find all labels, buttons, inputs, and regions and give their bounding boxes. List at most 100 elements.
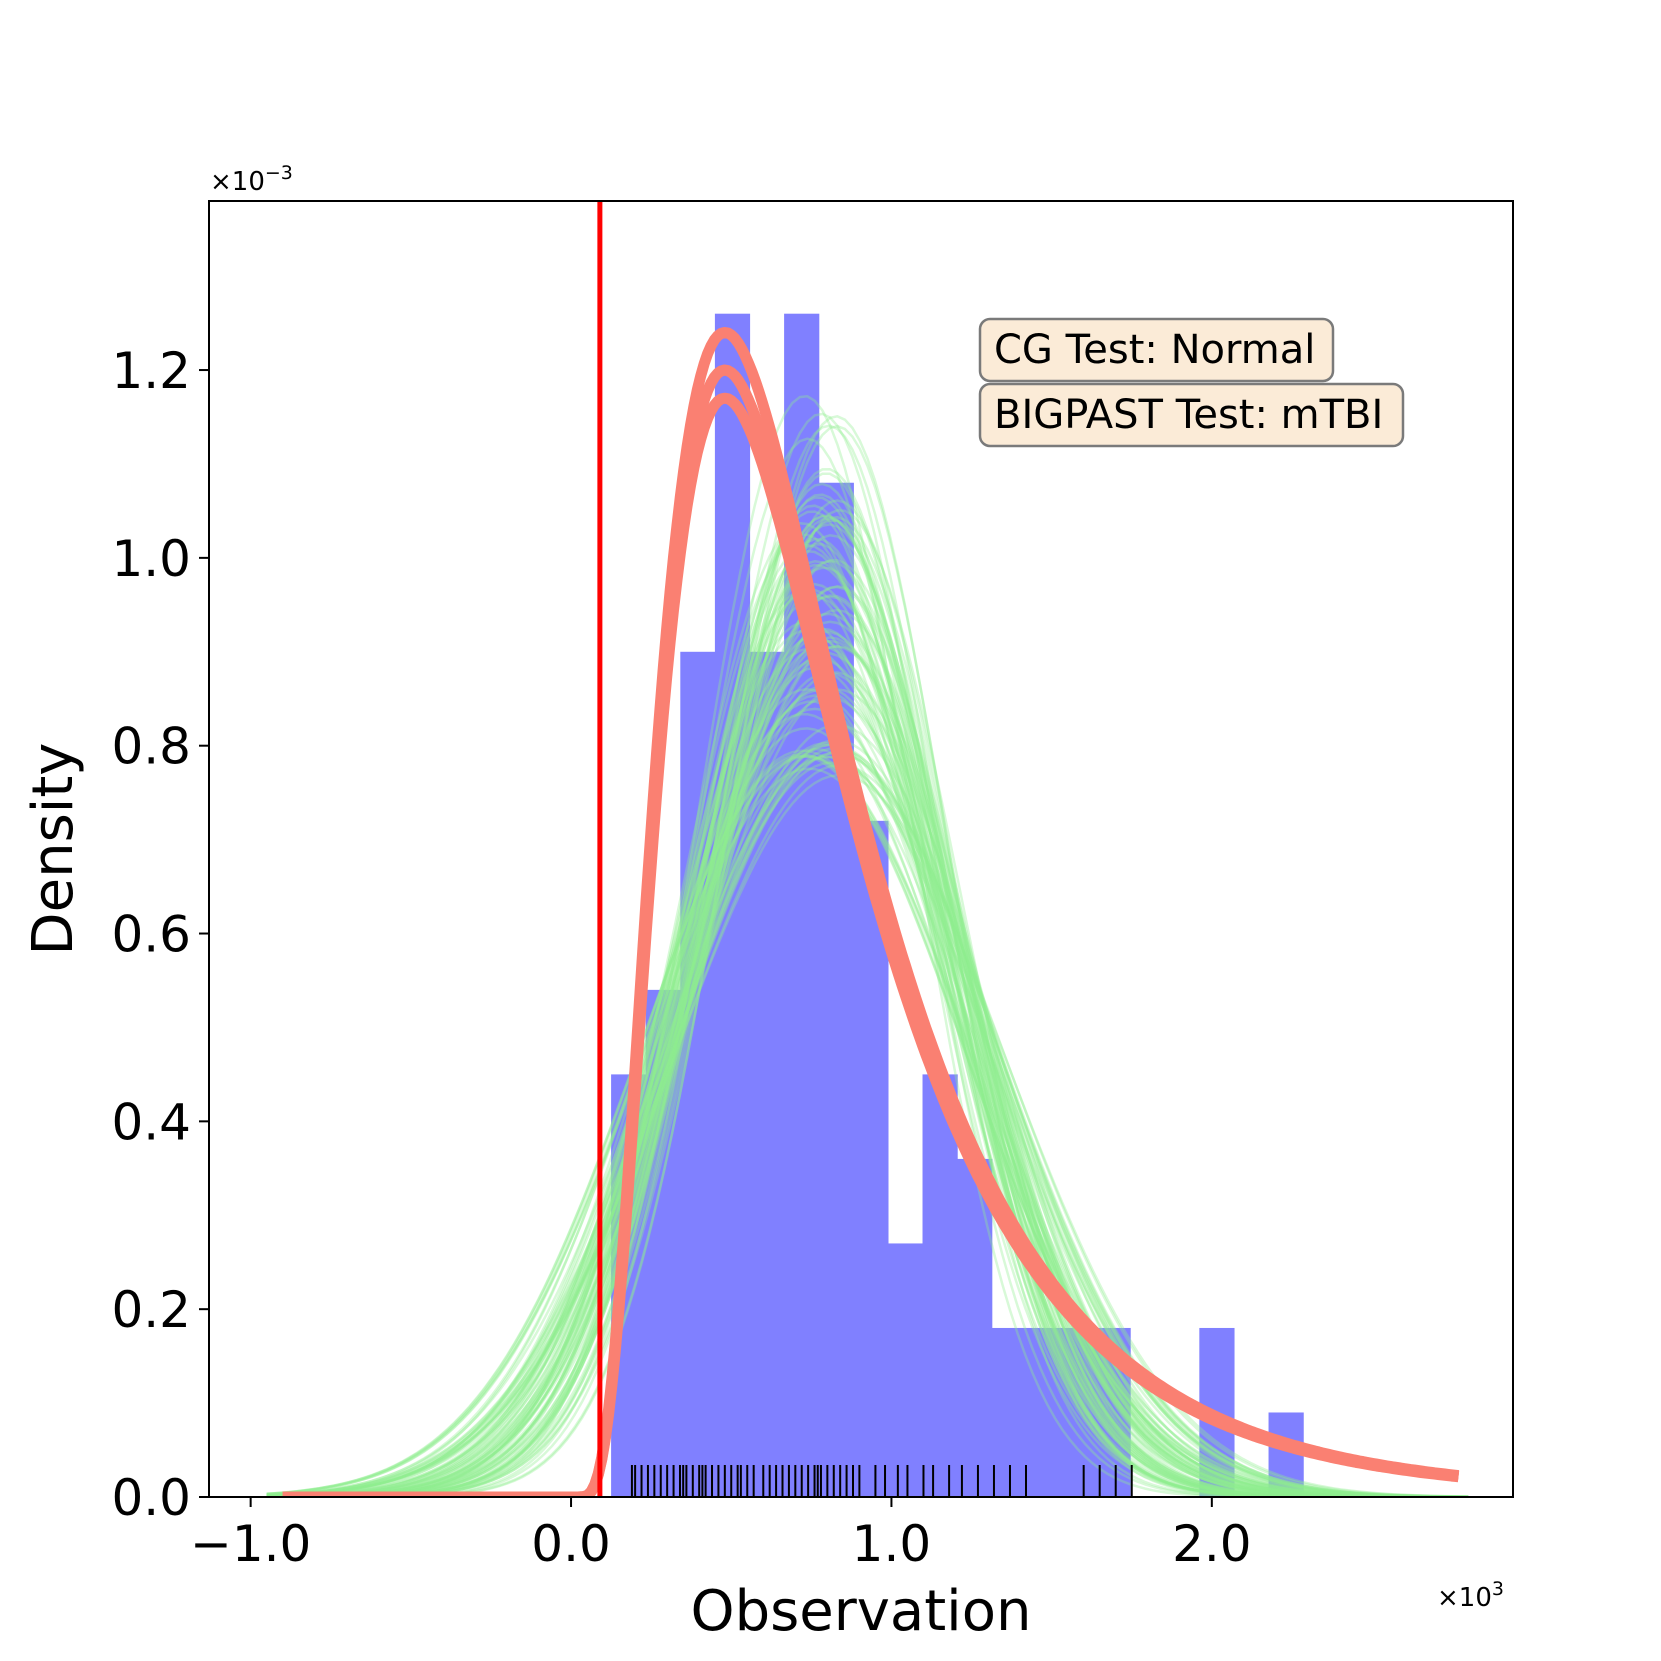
annotation-box-bigpast [978,382,1405,448]
posterior-curve [266,595,1469,1497]
histogram [611,313,1304,1497]
posterior-curve [266,696,1469,1497]
posterior-curve [266,666,1469,1497]
y-multiplier-exponent: −3 [265,162,293,184]
plot-frame [208,200,1514,1498]
posterior-curve [266,747,1469,1497]
y-tick-label: 1.0 [111,530,191,588]
posterior-curve [266,652,1469,1497]
posterior-curve [266,639,1469,1497]
posterior-curve [266,754,1469,1497]
annotation-box-cg [978,317,1335,383]
posterior-curve [266,620,1469,1497]
posterior-curve [266,550,1469,1497]
posterior-curve [266,742,1469,1497]
x-tick-label: 0.0 [531,1515,611,1573]
posterior-curve [266,523,1469,1497]
posterior-curve [266,499,1469,1497]
posterior-curve [266,627,1469,1497]
posterior-curve [266,738,1469,1497]
y-tick-label: 0.0 [111,1469,191,1527]
x-axis-multiplier: ×103 [1437,1578,1504,1613]
histogram-bar [1026,1327,1062,1497]
posterior-curve [266,636,1469,1497]
posterior-curve [266,743,1469,1497]
posterior-curve [266,630,1469,1497]
posterior-curve [266,657,1469,1497]
posterior-curve [266,582,1469,1497]
posterior-curve [266,559,1469,1497]
posterior-curve [266,712,1469,1497]
posterior-curve [266,743,1469,1497]
posterior-curve [266,588,1469,1497]
annotation-cg-test: CG Test: Normal [978,317,1335,383]
posterior-curve [266,749,1469,1497]
posterior-curve [266,761,1469,1497]
annotation-bigpast-test: BIGPAST Test: mTBI [978,382,1405,448]
posterior-curve [266,566,1469,1497]
posterior-curve [266,515,1469,1497]
posterior-curve [266,751,1469,1497]
posterior-curve [266,688,1469,1497]
posterior-curve [266,608,1469,1497]
posterior-curve [266,671,1469,1497]
y-axis-label: Density [21,743,86,956]
fitted-curves [282,327,1461,1497]
posterior-curve [266,620,1469,1497]
y-tick-label: 0.4 [111,1093,191,1151]
posterior-curve [266,517,1469,1497]
posterior-curve [266,534,1469,1497]
x-tick-label: −1.0 [190,1515,311,1573]
posterior-curve [266,612,1469,1497]
posterior-curve [266,595,1469,1497]
posterior-curve [266,560,1469,1497]
x-tick-label: 1.0 [852,1515,932,1573]
posterior-curve [266,629,1469,1497]
y-tick-label: 0.2 [111,1281,191,1339]
posterior-curve [266,755,1469,1497]
posterior-curve [266,746,1469,1497]
posterior-curve [266,515,1469,1497]
posterior-curve [266,543,1469,1497]
histogram-bar [749,651,785,1497]
posterior-curve [266,727,1469,1497]
posterior-curve [266,688,1469,1497]
posterior-curve [266,542,1469,1497]
x-tick-label: 2.0 [1172,1515,1252,1573]
posterior-curve [266,589,1469,1497]
posterior-curve [266,700,1469,1497]
posterior-curve [266,645,1469,1497]
posterior-curve [266,723,1469,1497]
posterior-curve [266,685,1469,1497]
annotation-text-bigpast: BIGPAST Test: mTBI [994,392,1383,438]
histogram-bar [714,313,751,1497]
posterior-curve [266,519,1469,1497]
histogram-bar [680,651,716,1497]
posterior-curve [266,644,1469,1497]
y-tick-label: 0.6 [111,906,191,964]
posterior-curve [266,671,1469,1497]
histogram-bar [922,1074,958,1497]
posterior-curve [266,537,1469,1497]
posterior-curve [266,755,1469,1497]
posterior-curve [266,751,1469,1497]
posterior-curve [266,755,1469,1497]
posterior-curve [266,763,1469,1497]
posterior-curve [266,635,1469,1497]
histogram-bar [1060,1327,1097,1497]
posterior-curve [266,563,1469,1497]
x-multiplier-exponent: 3 [1492,1578,1504,1600]
posterior-curve [266,509,1469,1497]
y-tick-label: 0.8 [111,718,191,776]
histogram-bar [645,989,681,1497]
fitted-curve [282,392,1461,1497]
y-tick-label: 1.2 [111,342,191,400]
posterior-curve [266,773,1469,1497]
posterior-curve [266,687,1469,1497]
x-axis-label: Observation [690,1579,1031,1644]
posterior-curve [266,647,1469,1497]
posterior-curve [266,585,1469,1497]
rug-plot [630,1465,1133,1497]
posterior-curve [266,694,1469,1497]
